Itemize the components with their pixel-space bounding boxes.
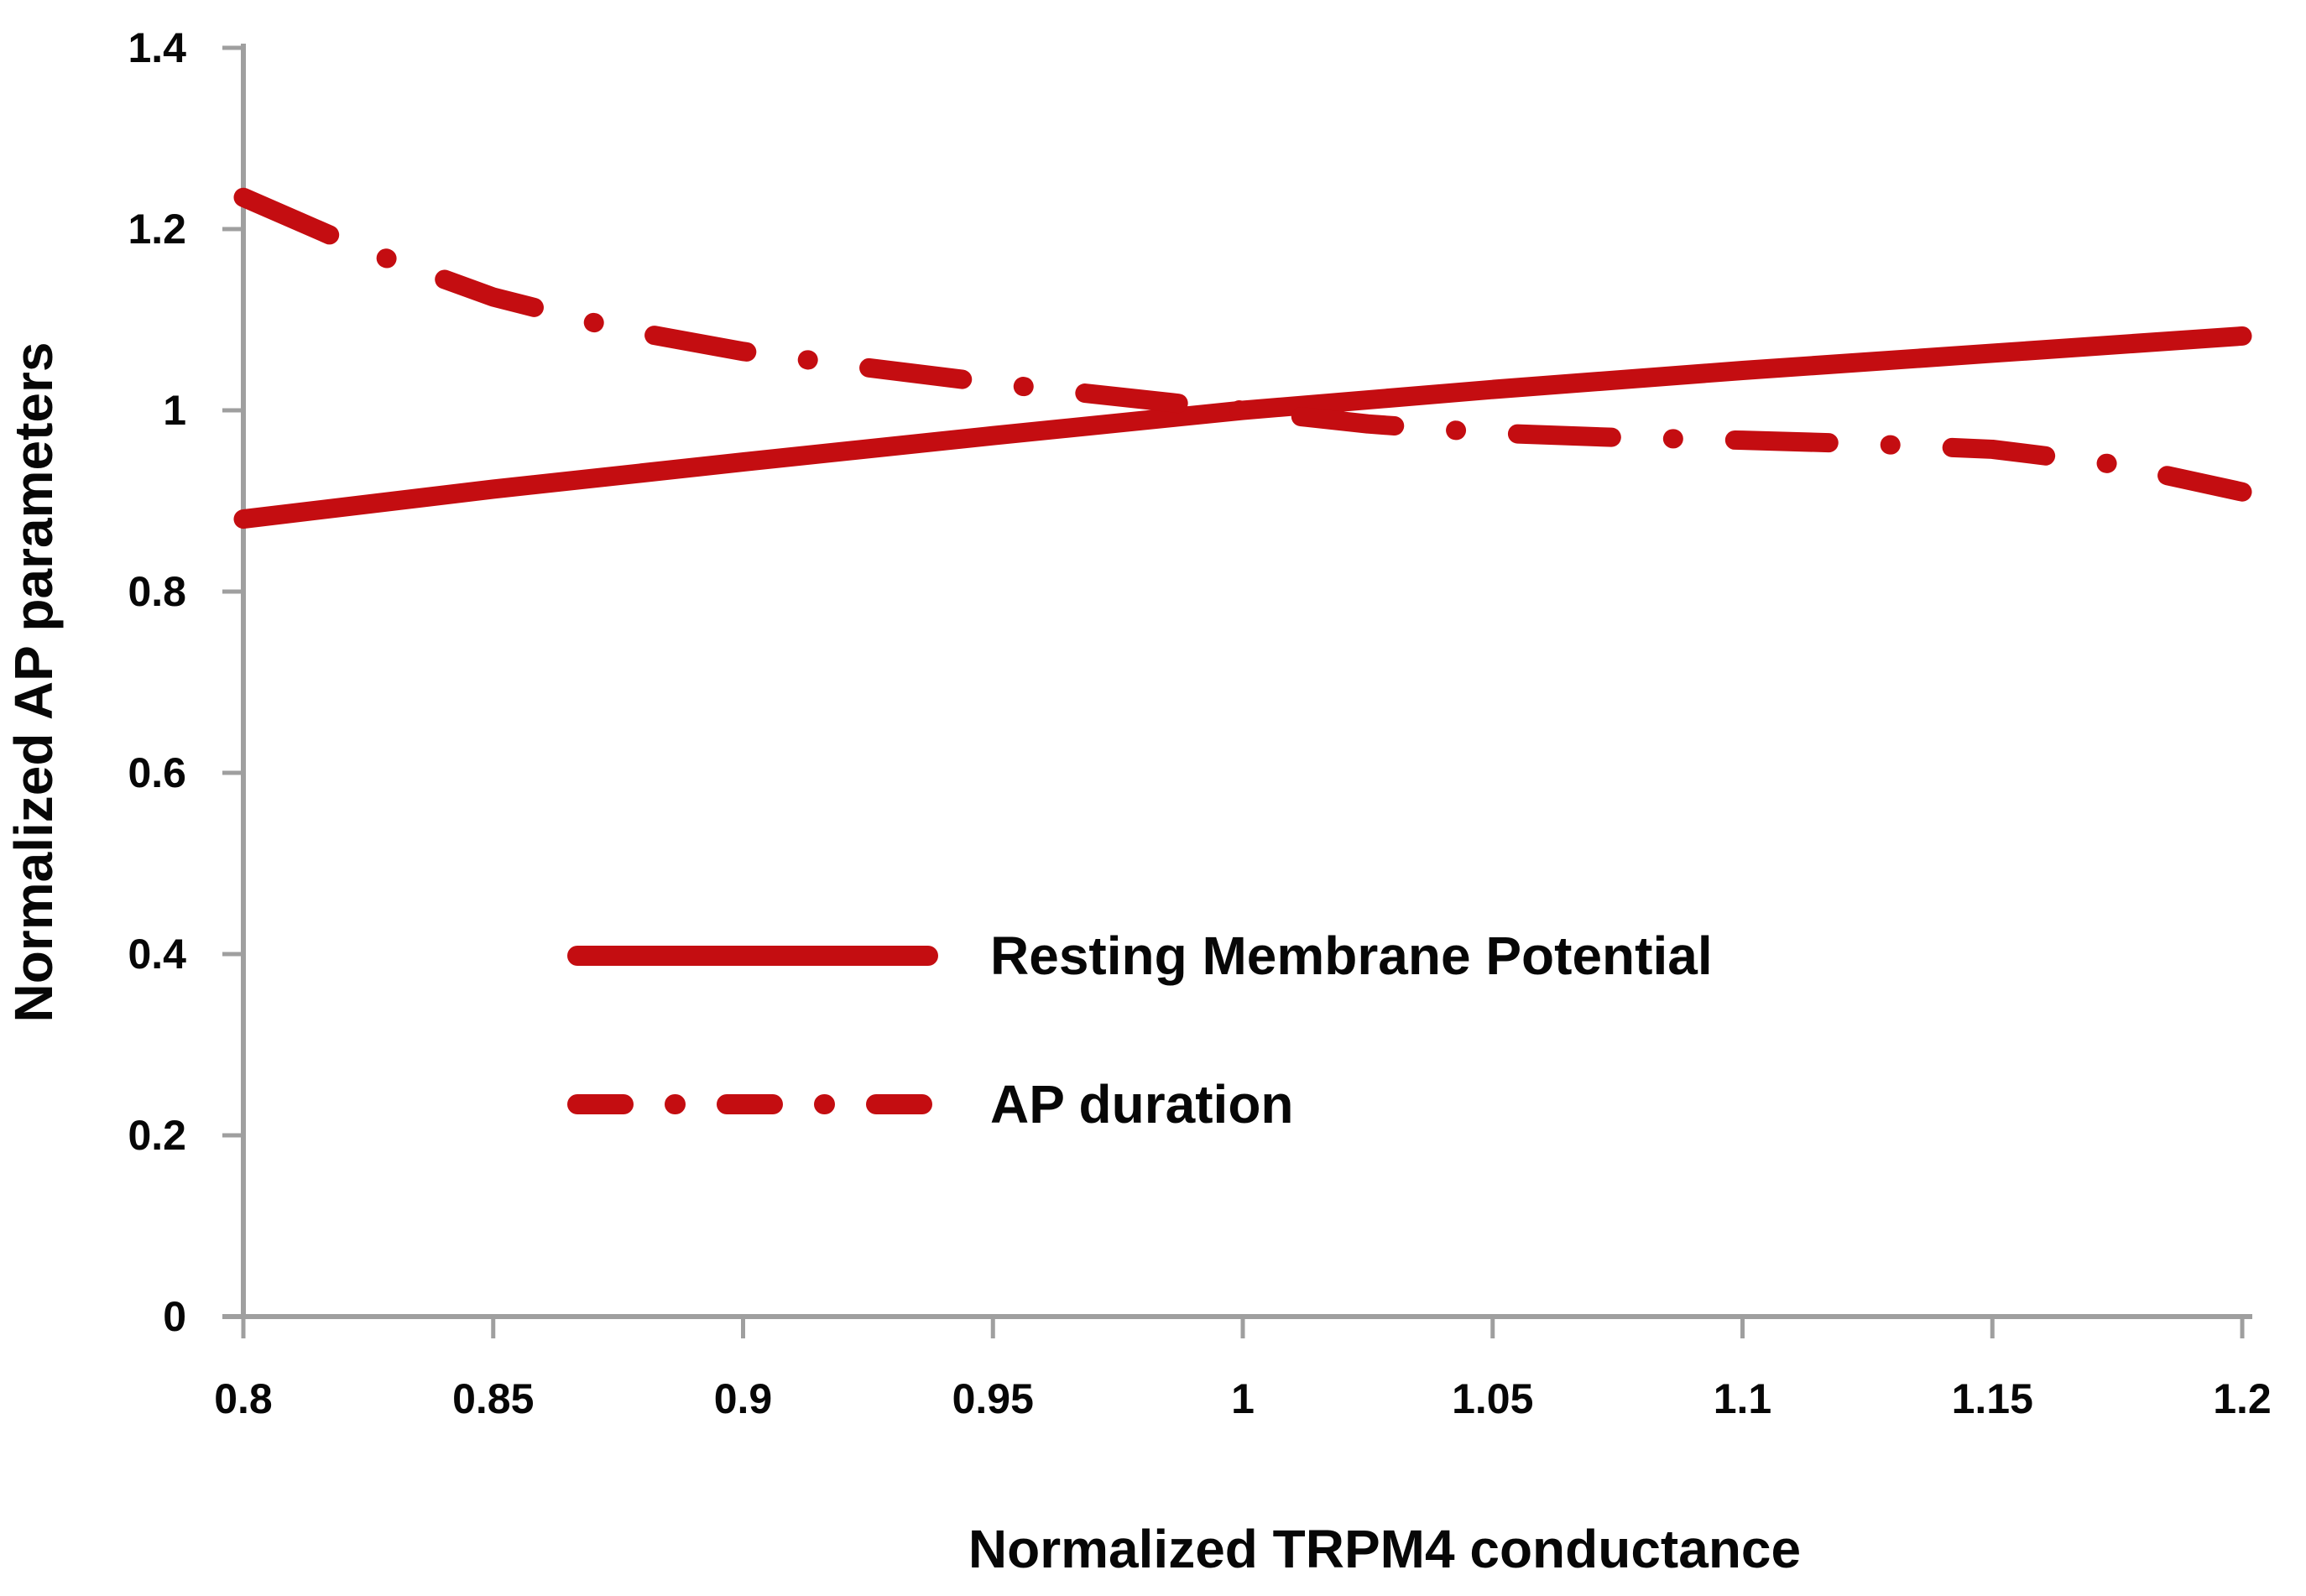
series-ap-duration [233,187,2252,502]
y-tick-label: 0.6 [128,749,186,796]
x-tick-label: 0.8 [214,1375,273,1422]
axes: 0 0.2 0.4 0.6 0.8 1 1.2 1.4 0.8 0.85 0.9 0.95 1 1.05 1… [128,24,2271,1422]
legend-item: AP duration [567,1074,1294,1134]
y-tick-label: 1.4 [128,24,186,71]
x-axis-title: Normalized TRPM4 conductance [968,1519,1801,1579]
y-tick-label: 0.4 [128,931,186,978]
legend-label-resting-membrane-potential: Resting Membrane Potential [990,926,1713,986]
y-axis-title: Normalized AP parameters [3,342,64,1023]
x-tick-label: 0.85 [452,1375,534,1422]
x-tick-label: 1.05 [1452,1375,1533,1422]
legend-label-ap-duration: AP duration [990,1074,1294,1134]
x-tick-label: 1.15 [1952,1375,2033,1422]
legend-item: Resting Membrane Potential [567,926,1713,986]
x-tick-label: 0.9 [714,1375,773,1422]
y-tick-label: 0 [163,1293,186,1340]
x-tick-label: 1.1 [1714,1375,1772,1422]
series-group [233,187,2252,529]
y-tick-label: 0.8 [128,568,186,615]
x-tick-label: 0.95 [952,1375,1034,1422]
y-tick-label: 1 [163,387,186,434]
x-tick-label: 1.2 [2213,1375,2272,1422]
legend: Resting Membrane Potential AP duration [567,926,1713,1134]
y-tick-label: 1.2 [128,206,186,253]
y-tick-label: 0.2 [128,1112,186,1159]
x-tick-label: 1 [1231,1375,1255,1422]
